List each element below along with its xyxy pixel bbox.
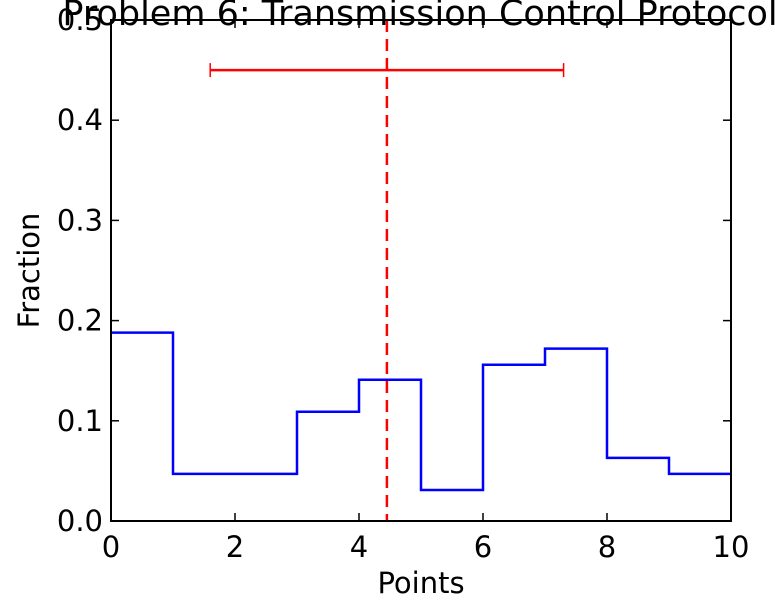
x-axis-label: Points (377, 566, 464, 600)
y-tick-label: 0.3 (57, 203, 103, 237)
y-tick-label: 0.0 (57, 504, 103, 538)
x-tick-label: 6 (474, 530, 492, 564)
plot-frame (110, 19, 732, 522)
y-tick-label: 0.5 (57, 3, 103, 37)
plot-area (111, 20, 731, 521)
histogram-step-line-0 (111, 331, 731, 492)
y-tick-label: 0.1 (57, 404, 103, 438)
x-tick-label: 8 (598, 530, 616, 564)
y-tick-label: 0.2 (57, 304, 103, 338)
chart-title: Problem 6: Transmission Control Protocol (62, 0, 775, 34)
y-tick-label: 0.4 (57, 103, 103, 137)
x-tick-label: 10 (713, 530, 750, 564)
axis-ticks: 0 2 4 6 8 10 0.0 0.1 0.2 0.3 0.4 0.5 (57, 3, 750, 564)
x-tick-label: 2 (226, 530, 244, 564)
y-axis-label: Fraction (12, 213, 46, 329)
x-tick-label: 4 (350, 530, 368, 564)
x-tick-label: 0 (102, 530, 120, 564)
